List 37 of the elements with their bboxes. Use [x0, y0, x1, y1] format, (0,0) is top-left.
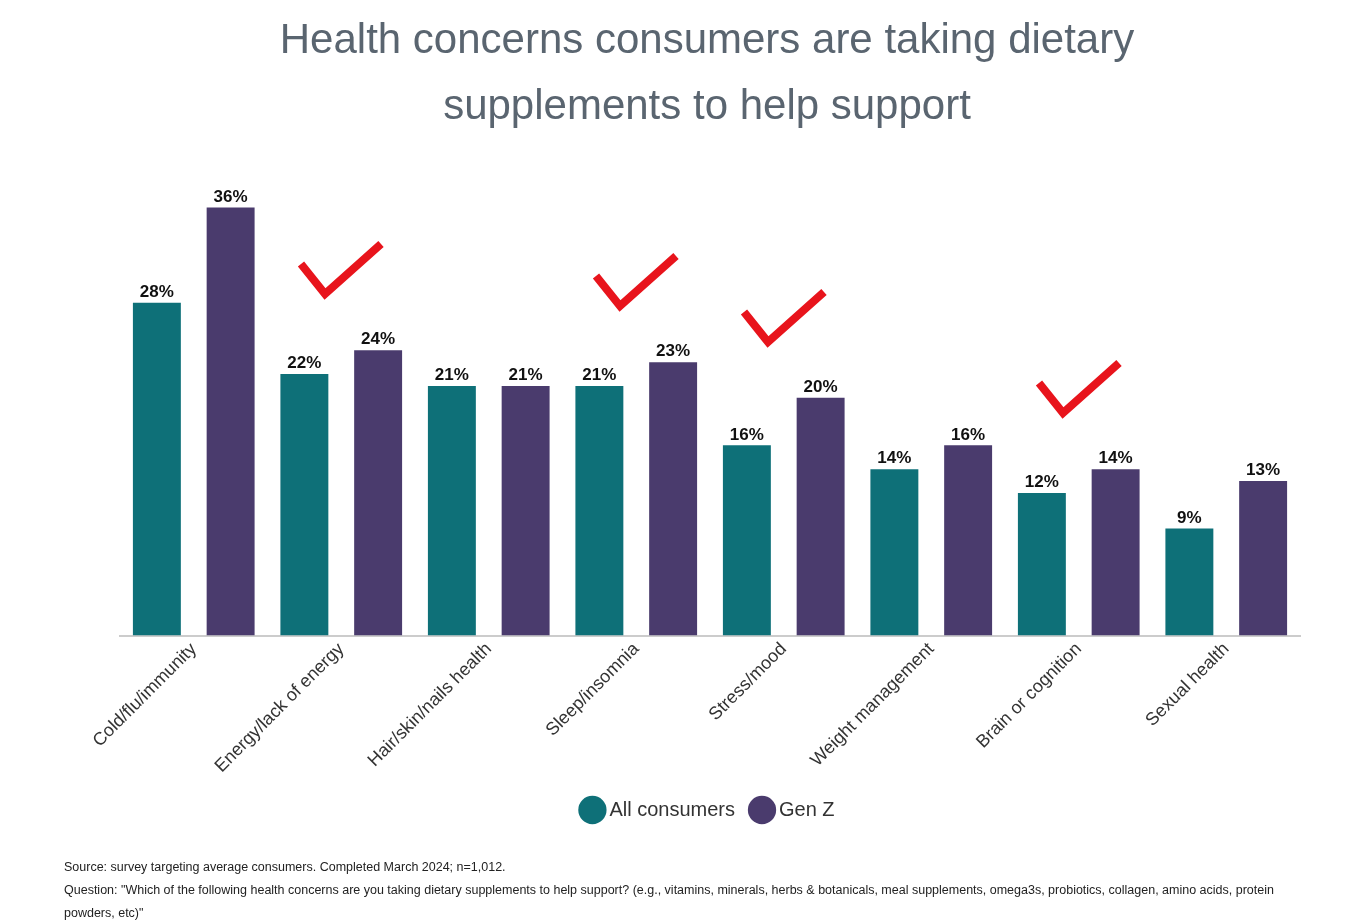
- legend-label: Gen Z: [779, 797, 835, 820]
- bar: [1239, 481, 1288, 636]
- data-label: 36%: [213, 186, 248, 206]
- data-label: 16%: [951, 424, 986, 444]
- data-label: 21%: [434, 365, 469, 385]
- bar: [1165, 528, 1214, 636]
- bar: [132, 302, 181, 636]
- data-label: 9%: [1177, 507, 1202, 527]
- bar: [427, 385, 476, 636]
- bar: [649, 362, 698, 636]
- bar: [870, 469, 919, 636]
- bar: [206, 207, 255, 636]
- data-label: 24%: [361, 329, 396, 349]
- bar: [944, 445, 993, 636]
- source-note: Source: survey targeting average consumers. Completed March 2024; n=1,012.: [64, 859, 507, 876]
- data-label: 12%: [1024, 472, 1059, 492]
- legend-label: All consumers: [609, 797, 736, 820]
- bar: [280, 374, 329, 636]
- bar: [796, 397, 845, 636]
- data-label: 14%: [1098, 448, 1133, 468]
- bar: [354, 350, 403, 636]
- data-label: 16%: [729, 424, 764, 444]
- bar: [1017, 492, 1066, 636]
- bar: [575, 385, 624, 636]
- bar: [501, 385, 550, 636]
- text: Question: "Which of the following health concerns are you taking dietary supplements to help support? (e.g., vitamins, minerals, herbs & botanicals, meal supplements, omega3s, probiotics, collagen, amino acids, protein powders, etc)": [64, 882, 1275, 922]
- data-label: 22%: [287, 353, 322, 373]
- data-label: 20%: [803, 377, 838, 396]
- data-label: 28%: [139, 281, 174, 301]
- data-label: 13%: [1246, 460, 1281, 480]
- bar: [1091, 469, 1140, 636]
- data-label: 23%: [656, 341, 691, 361]
- bar: [722, 445, 771, 636]
- chart-title: Health concerns consumers are taking dietary supplements to help support: [278, 14, 1136, 130]
- data-label: 14%: [877, 448, 912, 468]
- data-label: 21%: [582, 365, 617, 385]
- data-label: 21%: [508, 365, 543, 385]
